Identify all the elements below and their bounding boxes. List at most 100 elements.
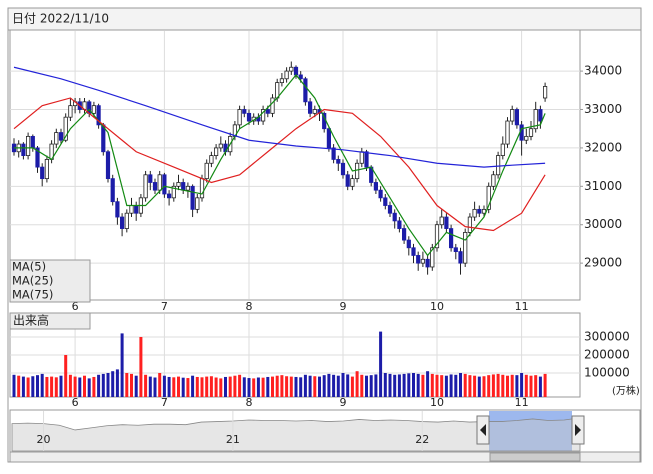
volume-bar [369, 375, 373, 397]
volume-bar [538, 376, 542, 397]
volume-bar [524, 374, 528, 397]
x-tick-label: 8 [246, 300, 253, 313]
candle-body [505, 120, 510, 145]
volume-bar [275, 375, 279, 397]
volume-bar [21, 376, 25, 397]
volume-bar [487, 375, 491, 397]
candle-body [430, 247, 435, 268]
candle-body [486, 185, 491, 210]
candle-body [157, 174, 162, 191]
candle-body [110, 178, 115, 203]
volume-bar [327, 373, 331, 397]
candle-body [134, 205, 139, 214]
volume-bar [54, 377, 58, 397]
candle-body [195, 197, 200, 210]
scroll-thumb[interactable] [489, 452, 581, 462]
candle-body [383, 197, 388, 206]
candle-body [289, 66, 294, 72]
candle-body [143, 174, 148, 199]
volume-unit: (万株) [612, 384, 640, 397]
candle-body [181, 182, 186, 191]
volume-bar [17, 375, 21, 397]
volume-bar [153, 377, 157, 397]
volume-bar [506, 375, 509, 397]
plot-layer: 6 6 7 7 8 8 9 9 10 10 11 11 29000 30000 31000 32000 3300… [10, 31, 630, 452]
volume-bar [534, 375, 538, 397]
handle-arrow [480, 424, 486, 436]
candle-body [500, 143, 505, 156]
volume-bar [158, 373, 162, 397]
candle-body [533, 109, 538, 130]
candle-body [416, 255, 421, 264]
candle-body [279, 78, 285, 84]
volume-bar [388, 373, 392, 397]
candle-body [312, 109, 317, 114]
candle-body [378, 189, 383, 199]
candle-body [293, 66, 299, 76]
volume-bar [191, 375, 195, 397]
volume-bar [308, 375, 312, 397]
date-label: 日付 2022/11/10 [12, 12, 109, 26]
ma-line [13, 97, 546, 232]
x-tick-label: 9 [340, 396, 347, 409]
volume-bar [299, 377, 303, 397]
volume-bar [355, 371, 359, 397]
candle-body [397, 220, 402, 229]
candle-body [171, 185, 176, 199]
x-tick-label: 7 [161, 396, 168, 409]
volume-bar [36, 375, 39, 397]
volume-bar [200, 377, 204, 397]
candle-body [401, 228, 407, 241]
x-tick-label: 9 [340, 300, 347, 313]
candle-body [495, 155, 501, 176]
volume-bar [224, 376, 227, 397]
volume-bar [97, 374, 101, 397]
volume-bar [285, 376, 289, 397]
candle-body [63, 116, 68, 141]
y-tick-label: 31000 [584, 179, 622, 193]
volume-bar [421, 374, 425, 397]
candle-body [528, 128, 534, 137]
volume-bar [313, 376, 317, 397]
candle-body [434, 224, 440, 249]
volume-bar [440, 375, 444, 397]
volume-bar [402, 373, 406, 397]
candle-body [463, 232, 468, 264]
scrollbar[interactable] [9, 451, 641, 463]
candle-body [481, 208, 487, 214]
volume-bar [407, 373, 411, 397]
candle-body [340, 162, 346, 176]
candle-body [185, 185, 190, 191]
volume-bar [261, 377, 265, 397]
candle-body [270, 97, 275, 114]
volume-bar [214, 377, 218, 397]
candle-body [190, 185, 195, 210]
range-selection [489, 411, 572, 451]
volume-bar [520, 373, 524, 397]
volume-bar [360, 374, 364, 397]
candle-body [105, 151, 111, 180]
volume-bar [125, 373, 129, 397]
candle-body [524, 135, 529, 141]
volume-bar [26, 377, 30, 397]
candle-body [406, 239, 411, 249]
candle-body [58, 132, 64, 141]
x-tick-label: 7 [161, 300, 168, 313]
volume-bar [477, 376, 481, 397]
y-tick-label: 29000 [584, 256, 622, 270]
candle-body [204, 162, 209, 180]
volume-bar [435, 374, 439, 397]
volume-bar [238, 374, 242, 397]
candle-body [467, 216, 473, 233]
volume-bar [40, 373, 44, 397]
candle-body [326, 128, 332, 149]
handle-arrow [575, 424, 581, 436]
volume-bar [426, 371, 430, 397]
volume-bar [350, 376, 354, 397]
x-tick-label: 21 [226, 433, 240, 446]
candle-body [176, 182, 181, 187]
volume-bar [50, 376, 54, 397]
volume-bar [134, 375, 138, 397]
candle-body [237, 109, 242, 126]
candle-body [439, 216, 444, 226]
